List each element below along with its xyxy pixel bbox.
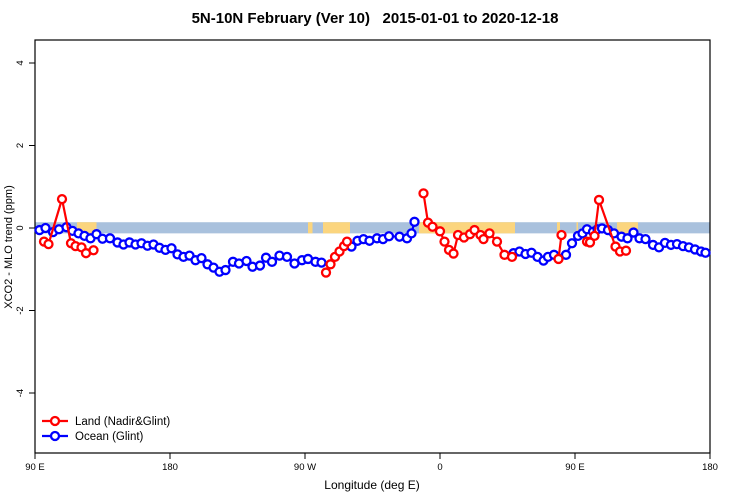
y-tick-label: 0 — [15, 225, 26, 230]
legend-marker — [49, 430, 61, 442]
ocean-point — [241, 255, 252, 267]
land-point — [56, 193, 68, 205]
land-point — [556, 229, 567, 241]
x-tick-label: 90 W — [294, 462, 316, 473]
land-point — [439, 236, 450, 247]
y-axis-title: XCO2 - MLO trend (ppm) — [3, 185, 15, 308]
ocean-point — [560, 249, 572, 260]
legend-marker — [49, 415, 61, 427]
land-point — [427, 221, 438, 232]
zero-band-land — [576, 222, 578, 234]
land-point — [589, 230, 600, 241]
x-tick-label: 180 — [702, 462, 718, 473]
land-point — [620, 245, 632, 256]
x-tick-label: 180 — [162, 462, 178, 473]
ocean-point — [409, 216, 420, 227]
zero-band-ocean — [35, 222, 710, 234]
ocean-point — [628, 227, 639, 238]
land-point — [325, 259, 336, 270]
ocean-point — [566, 238, 578, 249]
x-axis-title: Longitude (deg E) — [324, 478, 419, 492]
land-point — [506, 251, 518, 263]
land-point — [491, 236, 503, 247]
ocean-point — [266, 256, 278, 267]
legend-label: Ocean (Glint) — [75, 431, 144, 443]
x-tick-label: 0 — [437, 462, 442, 473]
plot-border — [34, 39, 711, 454]
ocean-point — [40, 222, 51, 234]
chart-title: 5N-10N February (Ver 10) 2015-01-01 to 2… — [191, 10, 559, 27]
ocean-point — [281, 251, 293, 263]
ocean-point — [104, 233, 116, 244]
land-point — [341, 236, 353, 247]
ocean-point — [383, 231, 395, 242]
zero-band-land — [323, 222, 350, 234]
land-point — [88, 245, 99, 256]
y-tick-label: 4 — [15, 60, 26, 65]
zero-band-land — [617, 222, 638, 234]
x-tick-label: 90 E — [565, 462, 585, 473]
y-tick-label: -4 — [15, 389, 26, 397]
land-point — [418, 188, 429, 199]
land-point — [448, 248, 459, 259]
legend-label: Land (Nadir&Glint) — [75, 416, 170, 428]
land-point — [320, 267, 332, 278]
land-point — [584, 237, 596, 248]
ocean-point — [316, 257, 327, 268]
land-point — [484, 228, 495, 239]
land-point — [434, 226, 446, 237]
ocean-point — [220, 264, 231, 276]
x-tick-label: 90 E — [25, 462, 45, 473]
ocean-point — [640, 233, 651, 245]
land-point — [43, 238, 54, 250]
y-tick-label: -2 — [15, 306, 26, 314]
ocean-point — [622, 233, 633, 244]
y-tick-label: 2 — [15, 143, 26, 148]
zero-band-land — [557, 222, 560, 234]
ocean-point — [700, 247, 711, 258]
land-point — [593, 194, 605, 206]
zero-band-land — [308, 222, 313, 234]
ocean-point — [406, 228, 417, 239]
land-point — [478, 233, 489, 245]
ocean-point — [254, 260, 266, 271]
zero-band-land — [419, 222, 515, 234]
ocean-point — [196, 252, 207, 264]
ocean-point — [166, 243, 177, 254]
zero-band-land — [77, 222, 97, 234]
land-point — [553, 253, 564, 265]
